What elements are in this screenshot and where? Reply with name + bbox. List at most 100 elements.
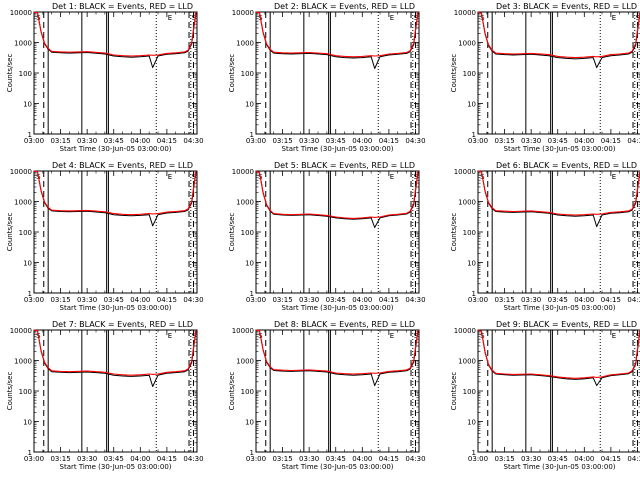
series-line-lld bbox=[33, 170, 197, 216]
corner-label: S bbox=[414, 173, 419, 181]
x-tick-label: 03:30 bbox=[521, 455, 541, 463]
y-tick-label: 1000 bbox=[14, 199, 32, 207]
y-axis-label: Counts/sec bbox=[6, 213, 14, 252]
x-tick-label: 03:30 bbox=[521, 137, 541, 145]
x-tick-label: 04:00 bbox=[130, 296, 150, 304]
y-axis-label: Counts/sec bbox=[450, 372, 458, 411]
x-tick-label: 03:15 bbox=[50, 296, 70, 304]
y-axis-label: Counts/sec bbox=[228, 213, 236, 252]
x-axis-label: Start Time (30-Jun-05 03:00:00) bbox=[504, 145, 616, 153]
x-tick-label: 03:15 bbox=[50, 455, 70, 463]
plot-frame bbox=[255, 11, 420, 135]
x-tick-label: 03:45 bbox=[104, 296, 124, 304]
y-tick-label: 100 bbox=[463, 229, 476, 237]
x-axis-label: Start Time (30-Jun-05 03:00:00) bbox=[60, 304, 172, 312]
y-tick-label: 1 bbox=[250, 131, 254, 139]
corner-label: E bbox=[612, 173, 616, 181]
x-tick-label: 04:00 bbox=[130, 455, 150, 463]
x-tick-label: 03:15 bbox=[272, 296, 292, 304]
x-tick-label: 04:30 bbox=[183, 296, 203, 304]
x-tick-label: 03:00 bbox=[246, 137, 266, 145]
y-tick-label: 100 bbox=[463, 70, 476, 78]
y-tick-label: 10 bbox=[23, 101, 32, 109]
x-tick-label: 03:00 bbox=[24, 455, 44, 463]
x-tick-label: 04:15 bbox=[157, 137, 177, 145]
series-line-lld bbox=[255, 170, 419, 219]
x-tick-label: 03:00 bbox=[246, 455, 266, 463]
corner-label: E bbox=[612, 332, 616, 340]
y-tick-label: 1 bbox=[250, 449, 254, 457]
chart-title: Det 8: BLACK = Events, RED = LLD bbox=[274, 320, 415, 329]
x-axis-label: Start Time (30-Jun-05 03:00:00) bbox=[282, 145, 394, 153]
y-tick-label: 100 bbox=[19, 70, 32, 78]
x-tick-label: 03:30 bbox=[521, 296, 541, 304]
corner-label: E bbox=[390, 14, 394, 22]
y-tick-label: 10 bbox=[467, 101, 476, 109]
y-tick-label: 10000 bbox=[454, 9, 476, 17]
x-tick-label: 04:00 bbox=[574, 296, 594, 304]
y-tick-label: 100 bbox=[19, 388, 32, 396]
y-tick-label: 1 bbox=[472, 449, 476, 457]
y-tick-label: 10 bbox=[245, 419, 254, 427]
x-tick-label: 03:45 bbox=[548, 296, 568, 304]
corner-label: E bbox=[612, 14, 616, 22]
y-axis-label: Counts/sec bbox=[6, 54, 14, 93]
x-tick-label: 03:15 bbox=[494, 455, 514, 463]
y-axis-label: Counts/sec bbox=[450, 54, 458, 93]
x-tick-label: 03:30 bbox=[77, 137, 97, 145]
y-tick-label: 100 bbox=[241, 70, 254, 78]
chart-panel-6: Det 6: BLACK = Events, RED = LLD 1 10 100 10… bbox=[450, 161, 640, 312]
y-tick-label: 1 bbox=[28, 449, 32, 457]
x-tick-label: 03:30 bbox=[299, 455, 319, 463]
plot-frame bbox=[255, 170, 420, 294]
x-tick-label: 04:30 bbox=[183, 137, 203, 145]
y-tick-label: 100 bbox=[241, 229, 254, 237]
corner-label: E bbox=[168, 173, 172, 181]
y-tick-label: 1000 bbox=[236, 40, 254, 48]
chart-title: Det 3: BLACK = Events, RED = LLD bbox=[496, 2, 637, 11]
y-axis-label: Counts/sec bbox=[450, 213, 458, 252]
y-tick-label: 1000 bbox=[458, 199, 476, 207]
x-tick-label: 03:45 bbox=[326, 137, 346, 145]
x-tick-label: 04:30 bbox=[405, 296, 425, 304]
y-tick-label: 10 bbox=[245, 260, 254, 268]
plot-frame bbox=[477, 329, 640, 453]
x-tick-label: 04:00 bbox=[130, 137, 150, 145]
y-tick-label: 100 bbox=[241, 388, 254, 396]
x-axis-label: Start Time (30-Jun-05 03:00:00) bbox=[282, 463, 394, 471]
y-axis-label: Counts/sec bbox=[228, 54, 236, 93]
x-tick-label: 03:30 bbox=[77, 296, 97, 304]
y-tick-label: 100 bbox=[463, 388, 476, 396]
series-line-lld bbox=[255, 11, 419, 58]
chart-title: Det 2: BLACK = Events, RED = LLD bbox=[274, 2, 415, 11]
chart-panel-9: Det 9: BLACK = Events, RED = LLD 1 10 100 10… bbox=[450, 320, 640, 471]
corner-label: S bbox=[414, 14, 419, 22]
x-tick-label: 04:15 bbox=[379, 455, 399, 463]
x-tick-label: 03:30 bbox=[299, 296, 319, 304]
x-tick-label: 04:15 bbox=[157, 296, 177, 304]
x-tick-label: 03:30 bbox=[299, 137, 319, 145]
x-tick-label: 04:30 bbox=[183, 455, 203, 463]
chart-panel-8: Det 8: BLACK = Events, RED = LLD 1 10 100 10… bbox=[228, 320, 426, 471]
y-tick-label: 10 bbox=[23, 260, 32, 268]
x-tick-label: 03:45 bbox=[104, 137, 124, 145]
plot-frame bbox=[33, 11, 198, 135]
series-line-lld bbox=[477, 11, 640, 59]
y-tick-label: 10000 bbox=[10, 9, 32, 17]
x-tick-label: 04:15 bbox=[601, 137, 621, 145]
chart-title: Det 5: BLACK = Events, RED = LLD bbox=[274, 161, 415, 170]
x-tick-label: 03:00 bbox=[468, 137, 488, 145]
chart-title: Det 9: BLACK = Events, RED = LLD bbox=[496, 320, 637, 329]
x-tick-label: 03:30 bbox=[77, 455, 97, 463]
series-line-events bbox=[33, 170, 197, 227]
x-tick-label: 04:00 bbox=[574, 137, 594, 145]
x-tick-label: 03:45 bbox=[104, 455, 124, 463]
y-tick-label: 1 bbox=[250, 290, 254, 298]
chart-panel-1: Det 1: BLACK = Events, RED = LLD 1 10 100 10… bbox=[6, 2, 204, 153]
series-line-lld bbox=[477, 329, 640, 379]
chart-title: Det 6: BLACK = Events, RED = LLD bbox=[496, 161, 637, 170]
y-tick-label: 10 bbox=[467, 419, 476, 427]
chart-panel-4: Det 4: BLACK = Events, RED = LLD 1 10 100 10… bbox=[6, 161, 204, 312]
x-tick-label: 03:00 bbox=[468, 296, 488, 304]
series-line-events bbox=[477, 329, 640, 387]
